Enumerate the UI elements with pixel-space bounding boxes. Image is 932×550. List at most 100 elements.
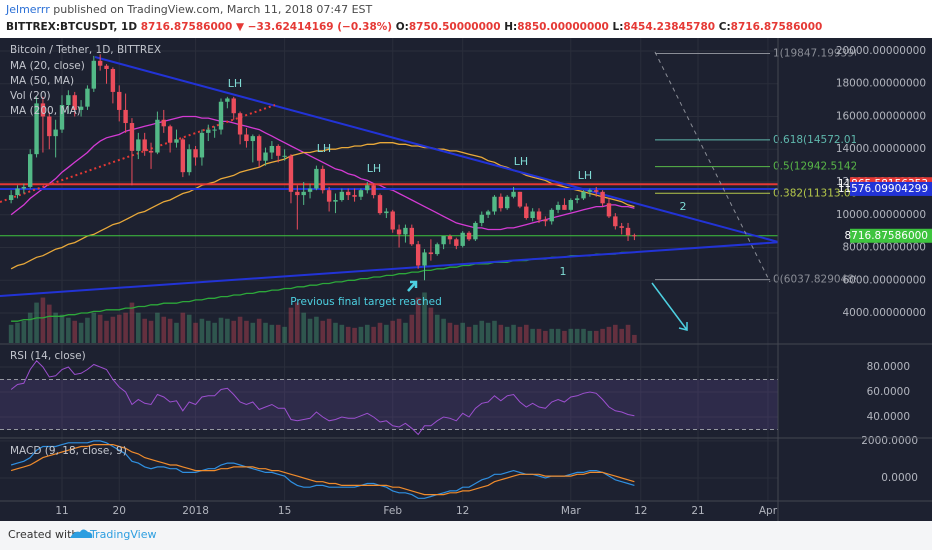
volume-bar <box>428 307 434 343</box>
volume-bar <box>364 324 370 343</box>
fib-label: 1(19847.1993963 <box>773 47 867 59</box>
candle-body <box>174 139 179 143</box>
volume-bar <box>358 326 364 343</box>
volume-bar <box>345 326 351 343</box>
candle-body <box>256 136 262 161</box>
volume-bar <box>434 314 440 343</box>
trendline <box>94 56 778 243</box>
volume-bar <box>193 322 198 343</box>
candle-body <box>549 209 554 222</box>
volume-bar <box>536 328 542 343</box>
last-price: 8716.87586000 <box>141 21 233 33</box>
volume-bar <box>91 312 97 343</box>
y-tick-label: 8000.00000000 <box>842 242 926 254</box>
header-bg <box>0 0 932 38</box>
volume-bar <box>110 316 116 343</box>
chart-title: Bitcoin / Tether, 1D, BITTREX <box>10 44 161 56</box>
candle-body <box>473 222 478 240</box>
fib-label: 0(6037.82904895 <box>773 274 867 286</box>
footer-bg <box>0 521 932 550</box>
legend-entry: Vol (20) <box>10 90 51 102</box>
volume-bar <box>619 328 624 343</box>
x-tick-label: Feb <box>383 505 402 517</box>
author[interactable]: Jelmerrr <box>5 3 50 16</box>
y-tick-label: 18000.00000000 <box>836 78 926 90</box>
candle-body <box>231 98 236 114</box>
candle-body <box>358 190 364 197</box>
volume-bar <box>129 302 135 343</box>
candle-body <box>206 129 211 133</box>
volume-bar <box>587 330 593 343</box>
volume-bar <box>282 326 287 343</box>
footer-brand[interactable]: TradingView <box>89 528 156 541</box>
candle-body <box>365 185 370 191</box>
tv-logo <box>70 529 93 538</box>
y-tick-label: 20000.00000000 <box>836 45 926 57</box>
candle-body <box>193 149 198 158</box>
volume-bar <box>593 330 599 343</box>
candle-body <box>180 139 186 173</box>
rsi-band-fill <box>0 379 778 430</box>
volume-bar <box>320 320 326 343</box>
volume-bar <box>460 322 465 343</box>
candle-body <box>301 191 306 196</box>
change: ▼ −33.62414169 (−0.38%) <box>236 21 392 33</box>
volume-bar <box>606 326 612 343</box>
candle-body <box>384 211 389 214</box>
annotation: LH <box>317 142 331 155</box>
candle-body <box>498 196 504 209</box>
volume-bar <box>301 312 306 343</box>
x-tick-label: 15 <box>278 505 291 517</box>
candle-body <box>581 191 586 199</box>
candle-body <box>574 198 580 201</box>
volume-bar <box>180 312 186 343</box>
volume-bar <box>225 318 230 343</box>
volume-bar <box>632 334 637 343</box>
candle-body <box>212 129 217 131</box>
volume-bar <box>231 320 237 343</box>
price-tag-label: 8716.87586000 <box>844 230 928 242</box>
volume-bar <box>352 327 357 343</box>
candle-body <box>40 103 46 117</box>
candle-body <box>59 105 65 130</box>
y-tick-label: 10000.00000000 <box>836 209 926 221</box>
indicators <box>10 360 635 499</box>
candle-body <box>85 88 90 107</box>
candle-body <box>460 232 465 246</box>
volume-bar <box>403 322 408 343</box>
candle-body <box>524 206 529 219</box>
volume-bar <box>186 314 192 343</box>
candle-body <box>148 150 154 153</box>
volume-bar <box>174 322 179 343</box>
candle-body <box>320 168 325 191</box>
x-tick-label: 11 <box>55 505 68 517</box>
candle-body <box>536 211 542 220</box>
candle-body <box>390 211 395 230</box>
candle-body <box>568 200 573 210</box>
price-tag <box>850 228 932 243</box>
o-label: O: <box>396 21 409 33</box>
candle-body <box>104 65 109 69</box>
volume-bar <box>167 318 173 343</box>
volume-bar <box>326 318 332 343</box>
y-tick-label: 4000.00000000 <box>842 307 926 319</box>
candle-body <box>619 226 624 228</box>
candle-body <box>505 196 510 209</box>
candle-body <box>377 195 383 214</box>
candle-body <box>28 154 33 187</box>
candle-body <box>492 196 497 212</box>
volume-bar <box>523 324 529 343</box>
candle-body <box>371 185 376 196</box>
candle-body <box>594 190 599 192</box>
volume-bar <box>27 312 33 343</box>
x-tick-label: 12 <box>456 505 469 517</box>
x-tick-label: 12 <box>634 505 647 517</box>
volume-bar <box>85 317 90 343</box>
candle-body <box>15 188 20 196</box>
l-value: 8454.23845780 <box>623 21 715 33</box>
volume-bar <box>263 322 268 343</box>
volume-bar <box>530 328 535 343</box>
candle-body <box>543 219 548 222</box>
line <box>10 115 635 231</box>
y-tick-label: 6000.00000000 <box>842 274 926 286</box>
